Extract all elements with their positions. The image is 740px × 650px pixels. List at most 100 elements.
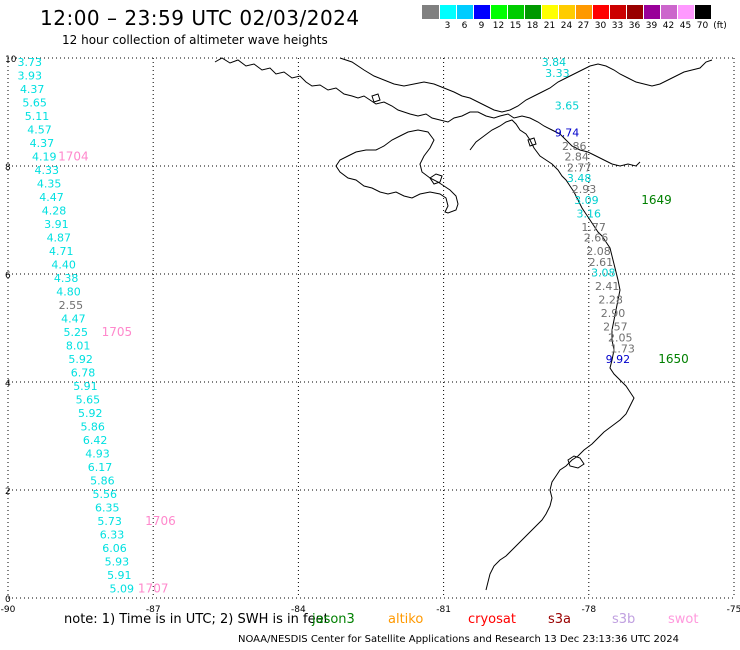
scale-label: 27 [577,21,590,31]
wave-height-value: 4.47 [39,191,64,204]
scale-label: 6 [461,21,468,31]
scale-swatch [524,5,541,19]
map-subtitle: 12 hour collection of altimeter wave hei… [62,33,328,47]
coastline-panama-north [214,57,641,167]
scale-label: 70 [696,21,709,31]
east-track-values: 3.843.33 3.65 9.742.862.842.773.482.933.09… [542,56,635,366]
satellite-legend-item: s3b [612,612,636,627]
x-tick-label: -87 [146,605,161,615]
wave-height-value: 1.77 [581,221,606,234]
wave-height-value: 6.78 [71,367,96,380]
wave-height-value: 2.61 [589,256,614,269]
scale-label: 39 [645,21,658,31]
x-tick-label: -78 [581,605,596,615]
wave-height-value: 5.56 [93,488,118,501]
wave-height-value: 6.35 [95,502,120,515]
scale-label: 24 [560,21,573,31]
scale-swatch [609,5,626,19]
coastline [214,57,713,591]
wave-height-value: 4.57 [27,124,52,137]
wave-height-value: 6.06 [102,542,127,555]
scale-swatch [422,5,439,19]
wave-height-value: 9.74 [555,126,580,139]
y-tick-label: 8 [5,163,11,173]
wave-height-value: 8.01 [66,340,91,353]
wave-height-value: 5.91 [73,380,98,393]
scale-label: 9 [478,21,485,31]
wave-height-value: 5.65 [76,394,101,407]
pass-time-label: 1705 [102,325,133,339]
satellite-legend-item: altiko [388,612,424,627]
scale-swatch [575,5,592,19]
satellite-legend-item: s3a [548,612,572,627]
coastline-pacific-islands [371,93,585,469]
wave-height-value: 5.86 [90,475,115,488]
wave-height-value: 4.47 [61,313,86,326]
scale-swatch [558,5,575,19]
wave-height-value: 4.37 [20,83,45,96]
west-track-times: 1704 1705 1706 1707 [58,150,176,596]
scale-swatch [490,5,507,19]
wave-height-value: 5.86 [80,421,105,434]
wave-height-value: 6.33 [100,529,125,542]
wave-height-value: 2.41 [595,280,620,293]
wave-height-value: 3.91 [44,218,69,231]
wave-height-value: 3.84 [542,56,567,69]
wave-height-value: 2.05 [608,332,633,345]
scale-swatch [643,5,660,19]
coastline-panama-gulf [335,129,459,214]
wave-height-value: 3.08 [591,267,616,280]
scale-swatch [660,5,677,19]
scale-swatch [439,5,456,19]
wave-height-value: 3.33 [545,67,570,80]
wave-height-value: 4.80 [56,286,81,299]
wave-height-value: 4.87 [47,232,72,245]
satellite-legend-item: cryosat [468,612,516,627]
pass-time-label: 1707 [138,582,169,596]
scale-label: 36 [628,21,641,31]
scale-swatch [592,5,609,19]
x-tick-label: -81 [436,605,451,615]
scale-swatch [541,5,558,19]
wave-height-value: 3.16 [577,207,602,220]
wave-height-value: 5.93 [105,556,130,569]
wave-height-value: 2.57 [603,321,628,334]
pass-time-label: 1649 [641,193,672,207]
wave-height-value: 5.09 [109,583,134,596]
y-tick-label: 0 [5,595,11,605]
east-track-times: 1649 1650 [641,193,688,366]
wave-height-value: 4.33 [34,164,59,177]
wave-height-value: 5.91 [107,569,132,582]
wave-height-value: 9.92 [606,353,631,366]
wave-height-value: 4.28 [42,205,67,218]
wave-height-value: 5.73 [97,515,122,528]
wave-height-value: 3.93 [18,70,43,83]
scale-swatch [694,5,711,19]
wave-height-value: 2.08 [586,245,611,258]
wave-height-value: 4.93 [85,448,110,461]
footer-note: note: 1) Time is in UTC; 2) SWH is in fe… [64,612,329,627]
wave-height-value: 6.42 [83,434,108,447]
map-title: 12:00 – 23:59 UTC 02/03/2024 [40,6,360,30]
wave-height-value: 5.11 [25,110,50,123]
scale-swatch [456,5,473,19]
wave-height-value: 4.35 [37,178,62,191]
wave-height-value: 4.19 [32,151,57,164]
wave-height-value: 3.65 [555,99,580,112]
scale-swatch [677,5,694,19]
color-scale-labels: 3 6 9 12 15 18 21 24 27 30 33 36 39 42 45 70 (ft) [422,21,740,33]
scale-unit: (ft) [713,21,727,31]
x-tick-label: -75 [727,605,740,615]
wave-height-value: 5.92 [68,353,93,366]
wave-height-value: 2.90 [601,307,626,320]
wave-height-value: 2.86 [562,140,587,153]
x-tick-label: -84 [291,605,306,615]
wave-height-value: 3.48 [567,172,592,185]
pass-time-label: 1650 [658,352,689,366]
wave-height-color-scale [422,5,711,19]
wave-height-value: 3.09 [574,194,599,207]
y-tick-label: 6 [5,271,11,281]
y-tick-label: 10 [5,55,17,65]
pass-time-label: 1706 [145,514,176,528]
wave-height-value: 5.25 [64,326,89,339]
